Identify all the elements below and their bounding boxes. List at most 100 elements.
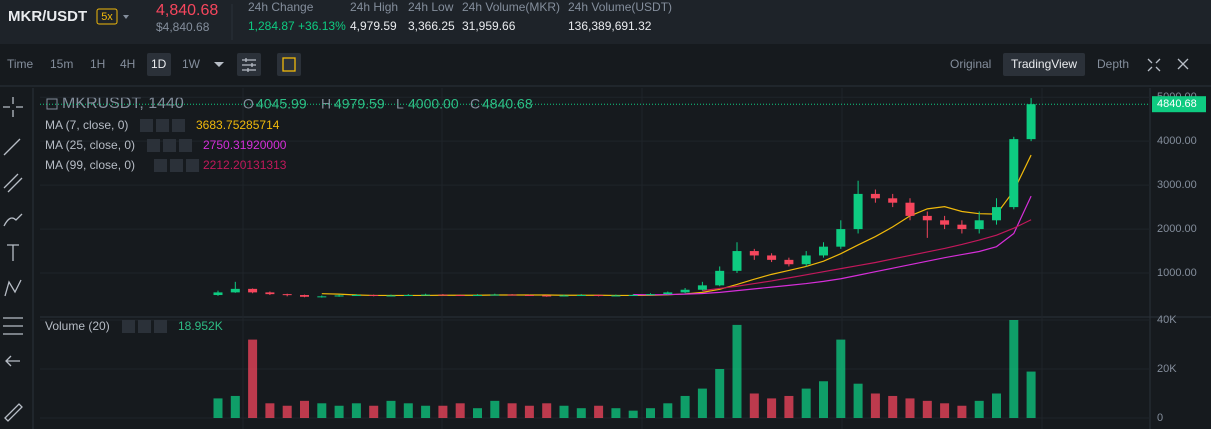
last-price-tag: [1152, 96, 1206, 113]
volume-bar: [490, 400, 500, 418]
view-tab[interactable]: TradingView: [1011, 57, 1077, 71]
view-tab[interactable]: Depth: [1097, 57, 1129, 71]
ruler-tool[interactable]: [4, 403, 23, 422]
volume-control: [138, 320, 151, 333]
interval-active-bg: [147, 53, 171, 76]
crosshair-tool[interactable]: [3, 97, 23, 117]
candle-body: [213, 292, 223, 296]
volume-value: 18.952K: [178, 319, 223, 333]
candle-body: [905, 202, 915, 216]
volume-bar: [594, 405, 604, 418]
volume-bar: [576, 408, 586, 418]
stat-value: 1,284.87 +36.13%: [248, 19, 346, 33]
ma-value: 2212.20131313: [203, 158, 287, 172]
leverage-box: [96, 8, 118, 25]
ma-line: [702, 219, 1032, 292]
ticker-bar: [0, 0, 1211, 44]
interval[interactable]: 1W: [182, 57, 201, 71]
ma-control: [147, 139, 160, 152]
volume-bar: [455, 403, 465, 418]
candle-body: [732, 251, 742, 271]
ohlc-key: H: [321, 96, 331, 112]
volume-bar: [611, 408, 621, 418]
interval[interactable]: 1H: [90, 57, 105, 71]
candle-body: [490, 294, 500, 296]
brush-tool[interactable]: [3, 213, 23, 227]
view-active-bg: [1003, 53, 1085, 76]
indicator-button[interactable]: [277, 53, 301, 76]
y-tick-label: 0: [1157, 412, 1163, 424]
volume-bar: [784, 395, 794, 418]
indicator-icon: [282, 57, 296, 72]
volume-bar: [749, 393, 759, 418]
volume-bar: [836, 339, 846, 418]
volume-bar: [680, 395, 690, 418]
volume-bar: [524, 405, 534, 418]
last-price-label: 4840.68: [1157, 98, 1197, 110]
volume-bar: [888, 395, 898, 418]
volume-bar: [559, 405, 569, 418]
ma-name: MA (7, close, 0): [45, 118, 128, 132]
volume-bar: [905, 398, 915, 418]
candle-body: [628, 295, 638, 297]
ma-value: 3683.75285714: [196, 118, 280, 132]
ma-name: MA (25, close, 0): [45, 138, 135, 152]
pattern-tool[interactable]: [4, 279, 22, 297]
channel-tool[interactable]: [3, 173, 23, 193]
volume-bar: [230, 395, 240, 418]
volume-bar: [715, 369, 725, 418]
more-intervals[interactable]: [214, 62, 224, 67]
volume-bar: [974, 400, 984, 418]
candle-body: [369, 295, 379, 297]
candle-body: [421, 294, 431, 296]
ohlc-value: 4045.99: [256, 96, 307, 112]
y-tick-label: 40K: [1157, 314, 1177, 326]
volume-control: [122, 320, 135, 333]
volume-bar: [265, 403, 275, 418]
back-tool[interactable]: [5, 355, 20, 367]
stat-label: 24h Volume(USDT): [568, 0, 672, 14]
line-tool[interactable]: [3, 138, 21, 156]
candle-body: [403, 295, 413, 297]
candle-body: [1026, 104, 1036, 140]
volume-bar: [767, 398, 777, 418]
candle-body: [940, 220, 950, 225]
leverage[interactable]: 5x: [101, 11, 113, 23]
stat-value: 31,959.66: [462, 19, 516, 33]
candle-body: [524, 295, 534, 297]
y-tick-label: 3000.00: [1157, 179, 1197, 191]
candle-body: [663, 292, 673, 295]
pair[interactable]: MKR/USDT: [8, 8, 87, 25]
y-tick-label: 4000.00: [1157, 135, 1197, 147]
volume-bar: [386, 400, 396, 418]
candle-body: [1009, 139, 1019, 208]
candle-body: [351, 295, 361, 297]
close-icon[interactable]: [1177, 58, 1189, 70]
interval[interactable]: Time: [7, 57, 34, 71]
interval[interactable]: 15m: [50, 57, 73, 71]
ma-control: [186, 159, 199, 172]
ohlc-value: 4979.59: [334, 96, 385, 112]
text-tool[interactable]: [7, 244, 19, 261]
settings-icon: [242, 58, 256, 72]
interval[interactable]: 1D: [151, 57, 167, 71]
interval[interactable]: 4H: [120, 57, 135, 71]
volume-bar: [282, 405, 292, 418]
candle-body: [853, 193, 863, 230]
candle-body: [974, 220, 984, 230]
fullscreen-icon[interactable]: [1147, 58, 1161, 72]
y-tick-label: 2000.00: [1157, 223, 1197, 235]
y-tick-label: 1000.00: [1157, 267, 1197, 279]
dropdown[interactable]: [123, 15, 129, 19]
candle-body: [870, 193, 880, 199]
stat-value: 4,979.59: [350, 19, 397, 33]
volume-bar: [819, 381, 828, 418]
ohlc-key: O: [243, 96, 254, 112]
candle-body: [646, 294, 655, 296]
volume-bar: [801, 388, 811, 418]
volume-bar: [542, 403, 552, 418]
ma-value: 2750.31920000: [203, 138, 287, 152]
view-tab[interactable]: Original: [950, 57, 991, 71]
fib-tool[interactable]: [3, 317, 23, 335]
